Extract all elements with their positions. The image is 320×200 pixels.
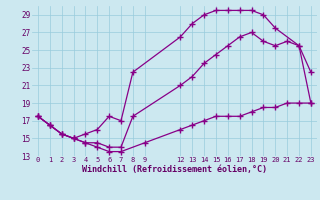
X-axis label: Windchill (Refroidissement éolien,°C): Windchill (Refroidissement éolien,°C) <box>82 165 267 174</box>
